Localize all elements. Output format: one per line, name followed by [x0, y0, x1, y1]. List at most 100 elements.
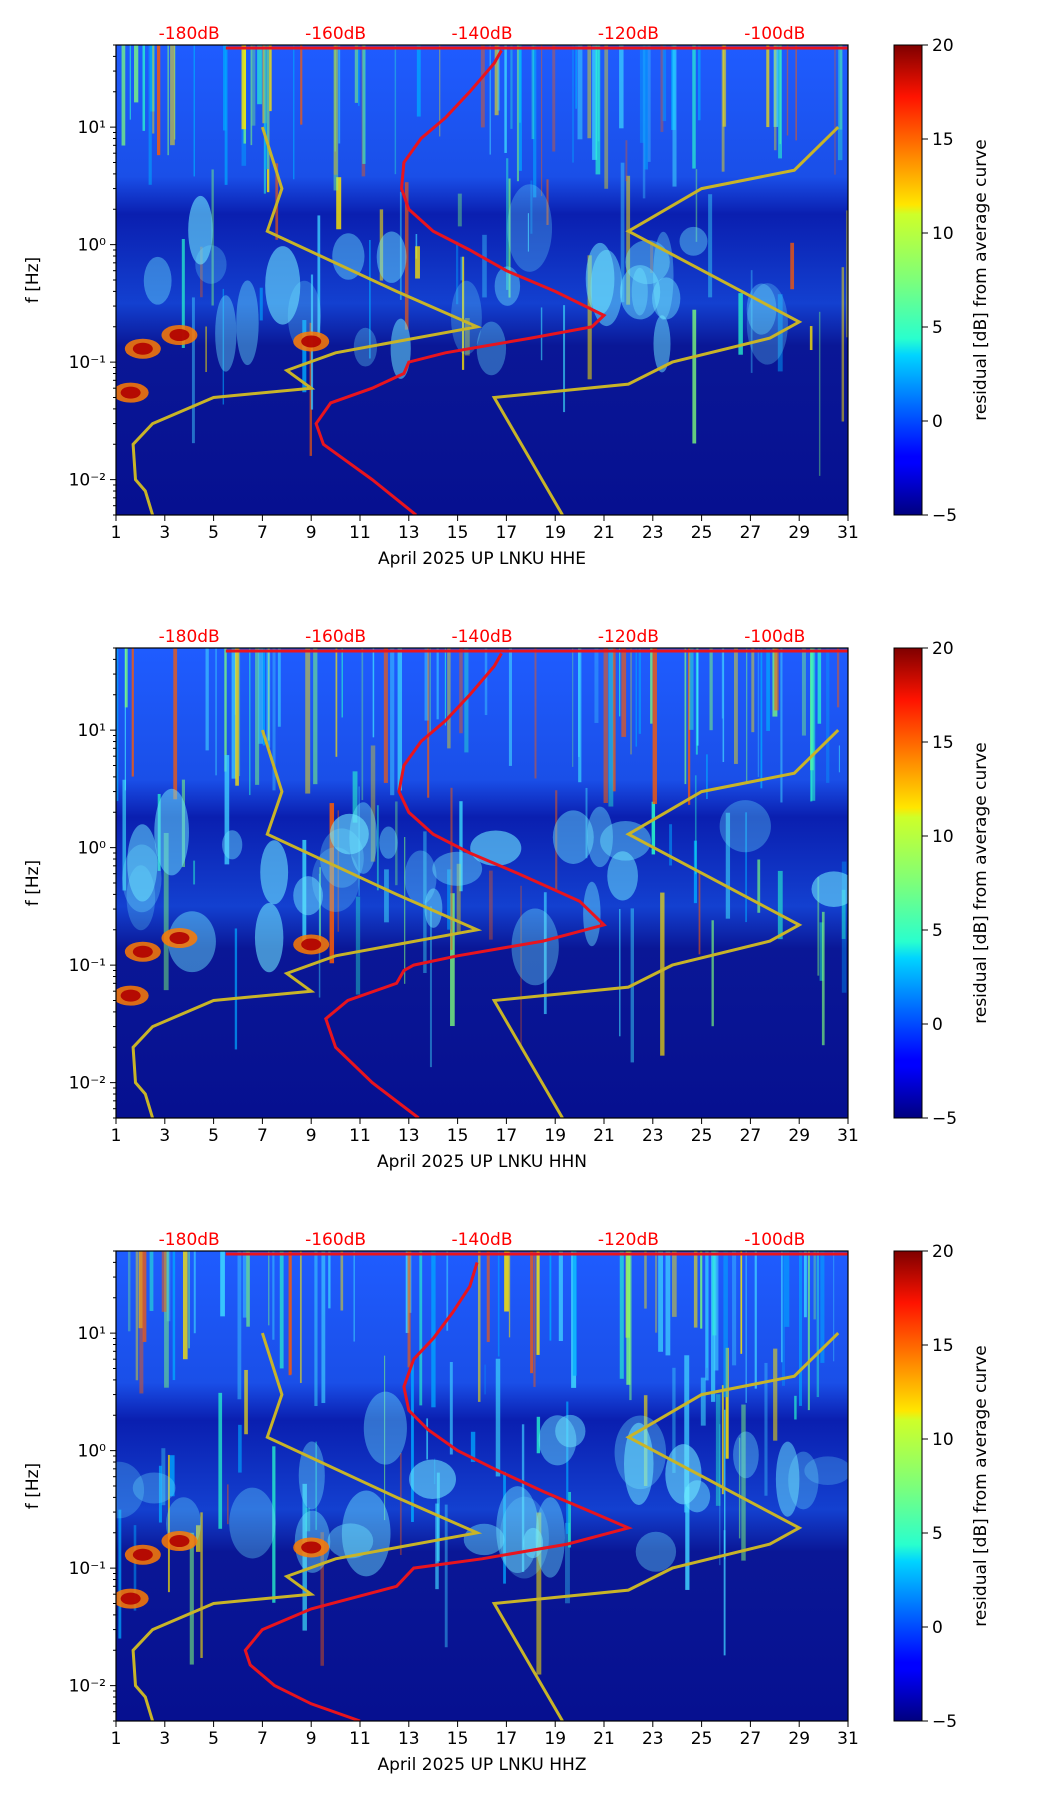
x-tick-label: 17 [496, 1126, 518, 1146]
spectrogram-streak [520, 885, 522, 1050]
spectrogram-streak [191, 297, 195, 444]
spectrogram-streak [241, 45, 247, 130]
top-db-label: -100dB [744, 627, 805, 647]
spectrogram-streak [619, 45, 624, 129]
spectrogram-streak [504, 1251, 509, 1312]
spectrogram-hotspot-core [169, 1535, 190, 1548]
spectrogram-streak [313, 648, 318, 785]
spectrogram-hotspot-core [169, 932, 190, 945]
colorbar-tick-label: 10 [932, 827, 954, 847]
x-tick-label: 1 [111, 1729, 122, 1749]
spectrogram-streak [315, 1441, 318, 1530]
spectrogram-blob [494, 266, 521, 306]
spectrogram-streak [167, 45, 169, 156]
spectrogram-streak [269, 45, 272, 112]
top-db-label: -140dB [451, 1230, 512, 1250]
spectrogram-streak [508, 1251, 511, 1338]
spectrogram-streak [536, 1251, 540, 1355]
x-tick-label: 1 [111, 523, 122, 543]
spectrogram-streak [784, 1251, 790, 1327]
spectrogram-hotspot-core [132, 342, 153, 355]
spectrogram-streak [817, 648, 822, 724]
spectrogram-streak [647, 45, 651, 162]
spectrogram-blob [341, 1490, 391, 1577]
spectrogram-streak [837, 45, 843, 161]
x-tick-label: 21 [593, 523, 615, 543]
spectrogram-area [116, 1251, 848, 1721]
spectrogram-streak [444, 1504, 448, 1648]
top-db-label: -140dB [451, 627, 512, 647]
spectrogram-streak [741, 1404, 746, 1561]
spectrogram-streak [118, 1509, 122, 1639]
spectrogram-streak [444, 648, 446, 726]
spectrogram-blob [236, 280, 259, 366]
colorbar-tick-label: 0 [932, 1618, 943, 1638]
noise-model-curve-2 [491, 1332, 840, 1721]
top-db-label: -120dB [598, 627, 659, 647]
spectrogram-streak [447, 648, 451, 749]
colorbar-tick-label: 20 [932, 36, 954, 56]
spectrogram-streak [372, 648, 375, 738]
spectrogram-streak [642, 45, 646, 199]
spectrogram-streak [836, 648, 840, 708]
spectrogram-streak [644, 1251, 647, 1309]
spectrogram-streak [780, 648, 783, 803]
y-tick-label: 10⁻² [69, 471, 106, 491]
x-tick-label: 9 [306, 1126, 317, 1146]
spectrogram-hotspot-core [132, 945, 153, 958]
colorbar [893, 44, 923, 516]
spectrogram-streak [536, 1512, 542, 1675]
spectrogram-streak [334, 45, 337, 152]
spectrogram-blob [631, 267, 648, 316]
x-tick-label: 15 [447, 1126, 469, 1146]
spectrogram-streak [423, 831, 427, 974]
spectrogram-streak [302, 1483, 307, 1631]
x-tick-label: 11 [349, 1126, 371, 1146]
spectrogram-streak [506, 158, 509, 290]
spectrogram-streak [751, 648, 755, 733]
colorbar-tick-label: −5 [932, 1109, 957, 1129]
spectrogram-blob [619, 265, 661, 320]
spectrogram-streak [700, 1251, 703, 1329]
x-tick-label: 13 [398, 523, 420, 543]
spectrogram-blob [775, 1441, 800, 1517]
y-tick-label: 10⁰ [78, 1442, 107, 1462]
spectrogram-streak [470, 1431, 476, 1462]
spectrogram-blob [653, 315, 671, 373]
spectrogram-streak [552, 45, 556, 152]
spectrogram-streak [795, 45, 797, 141]
spectrogram-streak [745, 812, 747, 923]
spectrogram-streak [738, 1437, 741, 1539]
spectrogram-streak [497, 45, 500, 111]
spectrogram-streak [321, 1251, 326, 1404]
spectrogram-streak [353, 1251, 355, 1342]
spectrogram-streak [384, 1355, 386, 1521]
colorbar-label: residual [dB] from average curve [971, 1345, 991, 1626]
spectrogram-streak [700, 1377, 706, 1426]
x-axis-label: April 2025 UP LNKU HHN [377, 1152, 587, 1172]
spectrogram-streak [169, 1455, 175, 1497]
spectrogram-streak [773, 1348, 778, 1441]
colorbar-tick-label: 15 [932, 1336, 954, 1356]
spectrogram-streak [246, 1251, 250, 1327]
x-tick-label: 1 [111, 1126, 122, 1146]
spectrogram-blob [746, 283, 788, 365]
spectrogram-streak [457, 193, 462, 227]
spectrogram-streak [692, 309, 697, 444]
x-tick-label: 5 [208, 1126, 219, 1146]
x-tick-label: 25 [691, 523, 713, 543]
top-db-label: -180dB [159, 24, 220, 44]
spectrogram-streak [572, 45, 574, 163]
top-db-label: -120dB [598, 1230, 659, 1250]
spectrogram-streak [750, 270, 753, 373]
spectrogram-streak [833, 1251, 835, 1362]
spectrogram-streak [738, 293, 743, 355]
spectrogram-blob [652, 277, 681, 320]
spectrogram-streak [497, 1251, 500, 1357]
spectrogram-streak [826, 648, 830, 783]
spectrogram-streak [264, 45, 270, 170]
spectrogram-blob [586, 806, 613, 868]
x-tick-label: 31 [837, 1126, 859, 1146]
spectrogram-hotspot-core [301, 1541, 322, 1554]
spectrogram-streak [239, 648, 241, 777]
